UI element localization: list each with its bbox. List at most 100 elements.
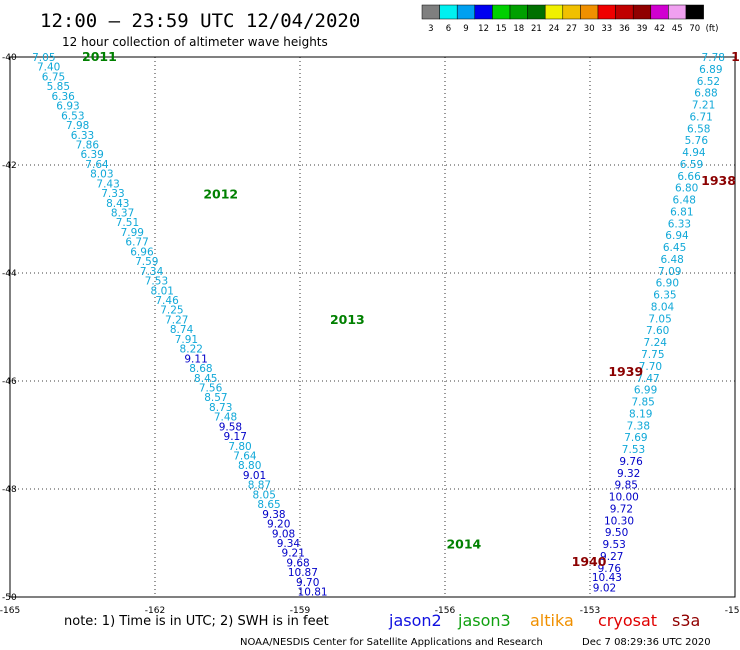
track2-wave-height: 7.85 [631,397,654,409]
track1-wave-height: 10.87 [288,567,318,579]
x-tick-label: -153 [580,606,600,616]
track2-wave-height: 7.75 [641,349,664,361]
track1-wave-height: 9.17 [224,431,247,443]
track2-wave-height: 7.53 [622,444,645,456]
credit-text: NOAA/NESDIS Center for Satellite Applica… [240,637,543,648]
colorbar-swatch [527,4,546,20]
track1-wave-height: 7.80 [228,441,251,453]
track2-wave-height: 7.69 [624,432,647,444]
track2-wave-height: 7.05 [648,313,671,325]
track1-wave-height: 7.86 [76,139,100,151]
colorbar-label: 24 [549,24,560,34]
track1-wave-height: 6.36 [51,91,75,103]
track2-wave-height: 6.35 [653,290,676,302]
time-label: 1939 [608,364,643,379]
track2-wave-height: 9.85 [615,480,638,492]
y-tick-label: -50 [2,593,17,603]
track1-wave-height: 7.48 [214,412,237,424]
y-tick-label: -48 [2,485,17,495]
track2-wave-height: 9.32 [617,468,640,480]
track2-wave-height: 6.71 [689,111,712,123]
track1-wave-height: 7.98 [66,120,89,132]
colorbar-label: 33 [601,24,612,34]
track1-wave-height: 9.70 [296,577,319,589]
colorbar-swatch [615,4,634,20]
colorbar-label: 42 [654,24,665,34]
track1-wave-height: 7.34 [140,266,164,278]
track2-wave-height: 7.38 [627,420,650,432]
colorbar-swatch [597,4,616,20]
track2-wave-height: 10.43 [592,572,622,584]
colorbar-swatch [668,4,687,20]
satellite-legend-altika: altika [530,611,574,630]
track1-wave-height: 5.85 [47,81,70,93]
track1-wave-height: 7.40 [37,62,60,74]
track2-wave-height: 10.30 [604,515,634,527]
track1-wave-height: 9.01 [243,470,266,482]
x-tick-label: -162 [145,606,165,616]
track1-wave-height: 7.64 [233,451,257,463]
footer-note: note: 1) Time is in UTC; 2) SWH is in fe… [64,614,329,629]
track2-wave-height: 9.76 [619,456,643,468]
track1-wave-height: 8.01 [151,285,174,297]
plot-axes: -165 -162 -159 -156 -153 -150 -40 -42 -44 -46 -48 -… [0,53,740,616]
colorbar-swatch [421,4,440,20]
y-tick-label: -42 [2,161,17,171]
track2-wave-height: 6.99 [634,385,657,397]
track2-wave-height: 6.48 [673,195,696,207]
track1-wave-height: 9.21 [282,548,305,560]
track1-wave-height: 7.05 [32,52,55,64]
colorbar-label: 15 [496,24,507,34]
colorbar-label: 6 [446,24,451,34]
track1-wave-height: 8.57 [204,392,227,404]
track2-wave-height: 6.52 [697,76,720,88]
colorbar-label: 9 [463,24,468,34]
track2-wave-height: 6.45 [663,242,686,254]
track1-wave-height: 7.64 [85,159,109,171]
x-tick-label: -165 [0,606,20,616]
time-label: 2011 [82,49,117,64]
track1-wave-height: 6.77 [125,237,148,249]
plot-frame [9,56,736,598]
time-label: 1938 [701,173,736,188]
track1-wave-height: 6.93 [56,101,79,113]
track1-wave-height: 7.51 [116,217,139,229]
track1-wave-height: 7.25 [160,305,183,317]
track1-wave-height: 8.03 [90,169,113,181]
track2-wave-height: 6.94 [665,230,689,242]
track1-wave-height: 6.75 [42,71,65,83]
colorbar-unit: (ft) [706,24,719,34]
track2-wave-height: 8.04 [651,301,675,313]
track2-wave-height: 7.47 [636,373,659,385]
y-tick-label: -46 [2,377,17,387]
track1-wave-height: 7.99 [121,227,144,239]
satellite-legend-jason3: jason3 [457,611,511,630]
colorbar-label: 70 [689,24,700,34]
track1-wave-height: 9.34 [277,538,301,550]
track1-wave-height: 8.65 [257,499,280,511]
colorbar-swatch [685,4,704,20]
track1-wave-height: 8.43 [106,198,129,210]
colorbar-swatch [562,4,581,20]
track1-wave-height: 8.74 [170,324,194,336]
track1-wave-height: 9.20 [267,519,290,531]
track2-wave-height: 7.78 [702,52,725,64]
track2-wave-height: 6.59 [680,159,703,171]
track2-wave-height: 6.81 [670,206,693,218]
timestamp-text: Dec 7 08:29:36 UTC 2020 [582,637,711,648]
chart-title: 12:00 – 23:59 UTC 12/04/2020 [40,10,360,32]
track1-wave-height: 9.08 [272,528,295,540]
colorbar-label: 30 [584,24,595,34]
colorbar-label: 12 [478,24,489,34]
x-tick-label: -159 [290,606,311,616]
track1-wave-height: 7.59 [135,256,158,268]
track2-wave-height: 7.21 [692,100,715,112]
track1-wave-height: 8.22 [180,344,203,356]
track2-wave-height: 6.88 [694,88,717,100]
colorbar-swatch [509,4,528,20]
time-label: 2012 [203,187,238,202]
track1-wave-height: 7.43 [96,178,119,190]
track2-wave-height: 4.94 [682,147,706,159]
colorbar-swatch [439,4,458,20]
